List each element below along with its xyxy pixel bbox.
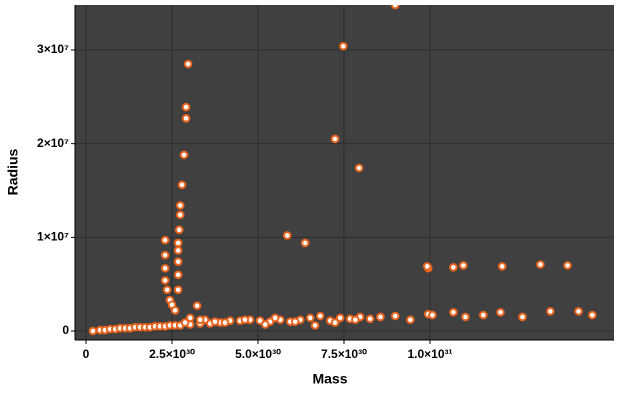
point [270, 313, 280, 323]
point [160, 263, 170, 273]
point [180, 318, 190, 327]
x-axis-label: Mass [312, 371, 347, 387]
point [173, 257, 183, 266]
point [422, 262, 432, 271]
point [390, 5, 400, 10]
point [338, 41, 348, 51]
point [175, 210, 185, 220]
point [406, 315, 415, 325]
x-tick-label: 2.5×10³⁰ [149, 347, 195, 361]
point [330, 134, 340, 144]
point [330, 318, 340, 327]
x-tick-label: 7.5×10³⁰ [321, 347, 367, 361]
point [497, 262, 507, 271]
point [518, 312, 527, 322]
point [536, 260, 545, 269]
point [181, 114, 191, 123]
point [160, 276, 170, 285]
points [88, 5, 597, 336]
y-tick-label: 2×10⁷ [37, 136, 69, 150]
point [192, 301, 202, 311]
y-axis-label: Radius [5, 148, 21, 195]
point [177, 180, 187, 190]
y-tick-label: 1×10⁷ [37, 229, 69, 243]
point [162, 285, 172, 295]
point [240, 315, 250, 325]
point [195, 315, 205, 325]
point [546, 307, 555, 316]
point [300, 238, 310, 248]
point [160, 235, 170, 245]
point [449, 263, 458, 272]
point [305, 313, 315, 323]
point [282, 231, 292, 240]
point [563, 261, 572, 270]
point [449, 307, 458, 317]
point [390, 311, 400, 321]
y-tick-label: 3×10⁷ [37, 42, 69, 56]
point [478, 310, 488, 320]
point [365, 314, 375, 324]
point [210, 317, 220, 326]
point [175, 201, 185, 210]
point [174, 225, 184, 235]
point [88, 326, 98, 336]
point [459, 261, 468, 270]
point [185, 313, 195, 323]
point [496, 307, 505, 317]
x-tick-label: 5.0×10³⁰ [235, 347, 281, 361]
plot-area [75, 5, 614, 340]
point [179, 150, 189, 160]
x-tick-label: 0 [83, 347, 90, 361]
point [354, 163, 364, 173]
x-tick-label: 1.0×10³¹ [407, 347, 452, 361]
point [173, 270, 183, 280]
point [173, 238, 183, 248]
point [160, 250, 170, 260]
point [170, 306, 180, 315]
point [183, 59, 193, 69]
point [351, 315, 360, 325]
y-tick-label: 0 [62, 323, 69, 337]
point [173, 246, 183, 255]
point [574, 307, 583, 316]
point [428, 310, 437, 320]
point [310, 321, 320, 330]
point [260, 320, 270, 329]
point [335, 313, 345, 323]
point [315, 311, 325, 321]
point [588, 310, 597, 320]
point [376, 312, 385, 322]
point [181, 102, 191, 112]
point [173, 285, 183, 295]
point [220, 318, 230, 327]
point [290, 317, 300, 326]
point [461, 312, 470, 322]
